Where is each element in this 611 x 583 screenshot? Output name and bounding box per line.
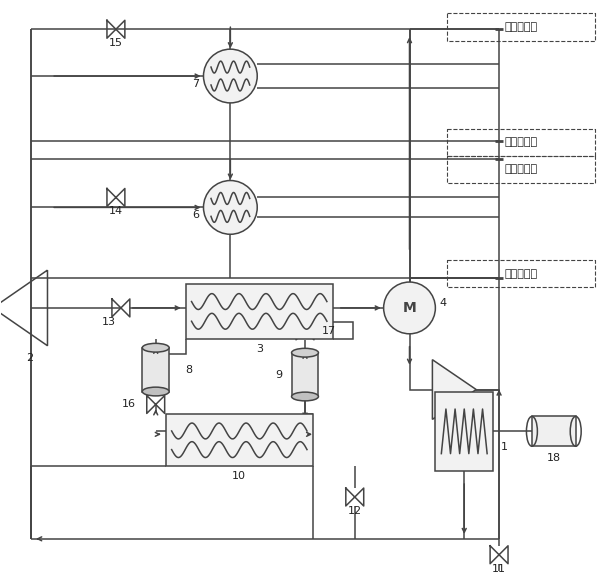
Text: 加热冷水端: 加热冷水端: [505, 22, 538, 32]
Ellipse shape: [291, 348, 318, 357]
Bar: [166, 415, 313, 466]
Bar: [291, 353, 318, 396]
Text: 10: 10: [232, 471, 246, 481]
Bar: [186, 284, 333, 339]
Circle shape: [203, 49, 257, 103]
Ellipse shape: [291, 392, 318, 401]
Circle shape: [203, 181, 257, 234]
Text: 17: 17: [322, 326, 336, 336]
Bar: [532, 416, 576, 446]
Bar: [447, 129, 595, 156]
Bar: [447, 260, 595, 287]
Text: 16: 16: [122, 399, 136, 409]
Bar: [436, 392, 493, 471]
Text: M: M: [403, 301, 416, 315]
Circle shape: [384, 282, 436, 334]
Text: 9: 9: [275, 370, 282, 380]
Bar: [447, 156, 595, 182]
Text: 7: 7: [192, 79, 199, 89]
Text: 15: 15: [109, 38, 123, 48]
Text: 11: 11: [492, 564, 506, 574]
Text: 加热热水端: 加热热水端: [505, 137, 538, 147]
Text: 12: 12: [348, 506, 362, 516]
Text: 3: 3: [256, 344, 263, 354]
Text: 2: 2: [26, 353, 33, 363]
Text: 4: 4: [439, 298, 447, 308]
Text: 18: 18: [547, 453, 561, 463]
Text: 5: 5: [482, 395, 489, 405]
Text: 保温冷水端: 保温冷水端: [505, 164, 538, 174]
Text: 6: 6: [192, 210, 199, 220]
Bar: [142, 347, 169, 392]
Text: 13: 13: [102, 317, 116, 327]
Ellipse shape: [142, 343, 169, 352]
Polygon shape: [433, 360, 476, 419]
Bar: [447, 13, 595, 41]
Text: 保温热水端: 保温热水端: [505, 269, 538, 279]
Text: 1: 1: [501, 442, 508, 452]
Text: 8: 8: [186, 364, 192, 375]
Ellipse shape: [142, 387, 169, 396]
Text: 14: 14: [109, 206, 123, 216]
